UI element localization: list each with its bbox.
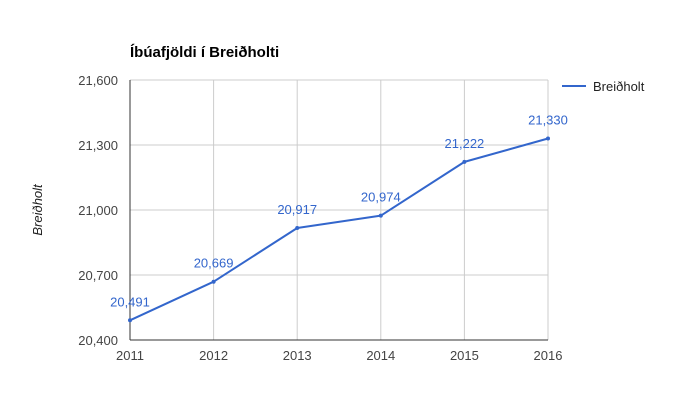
data-point xyxy=(295,225,300,230)
axes: 20,400 20,700 21,000 21,300 21,600 2011 2012 20… xyxy=(78,73,562,363)
x-tick-label: 2014 xyxy=(366,348,395,363)
y-axis-label: Breiðholt xyxy=(30,183,45,236)
data-label: 20,669 xyxy=(194,256,234,271)
y-tick-label: 20,400 xyxy=(78,333,118,348)
data-label: 20,974 xyxy=(361,190,401,205)
gridlines xyxy=(130,79,549,340)
data-point xyxy=(462,159,467,164)
data-point xyxy=(211,279,216,284)
data-label: 20,917 xyxy=(277,202,317,217)
y-tick-label: 20,700 xyxy=(78,268,118,283)
chart-title: Íbúafjöldi í Breiðholti xyxy=(130,44,279,61)
x-tick-label: 2013 xyxy=(283,348,312,363)
data-label: 20,491 xyxy=(110,294,150,309)
data-label: 21,222 xyxy=(445,136,485,151)
x-tick-label: 2015 xyxy=(450,348,479,363)
y-tick-label: 21,600 xyxy=(78,73,118,88)
series-line-breidholt xyxy=(129,137,549,322)
data-point xyxy=(128,318,132,323)
x-tick-label: 2011 xyxy=(116,348,144,363)
legend-label: Breiðholt xyxy=(593,79,645,94)
x-tick-label: 2016 xyxy=(534,348,563,363)
series-layer xyxy=(128,136,550,323)
data-label: 21,330 xyxy=(528,113,568,128)
data-labels: 20,491 20,669 20,917 20,974 21,222 21,330 xyxy=(110,113,568,310)
y-tick-label: 21,000 xyxy=(78,203,118,218)
x-tick-label: 2012 xyxy=(199,348,228,363)
data-point xyxy=(546,136,550,141)
legend: Breiðholt xyxy=(562,79,645,94)
data-point xyxy=(378,213,383,218)
y-tick-label: 21,300 xyxy=(78,138,118,153)
